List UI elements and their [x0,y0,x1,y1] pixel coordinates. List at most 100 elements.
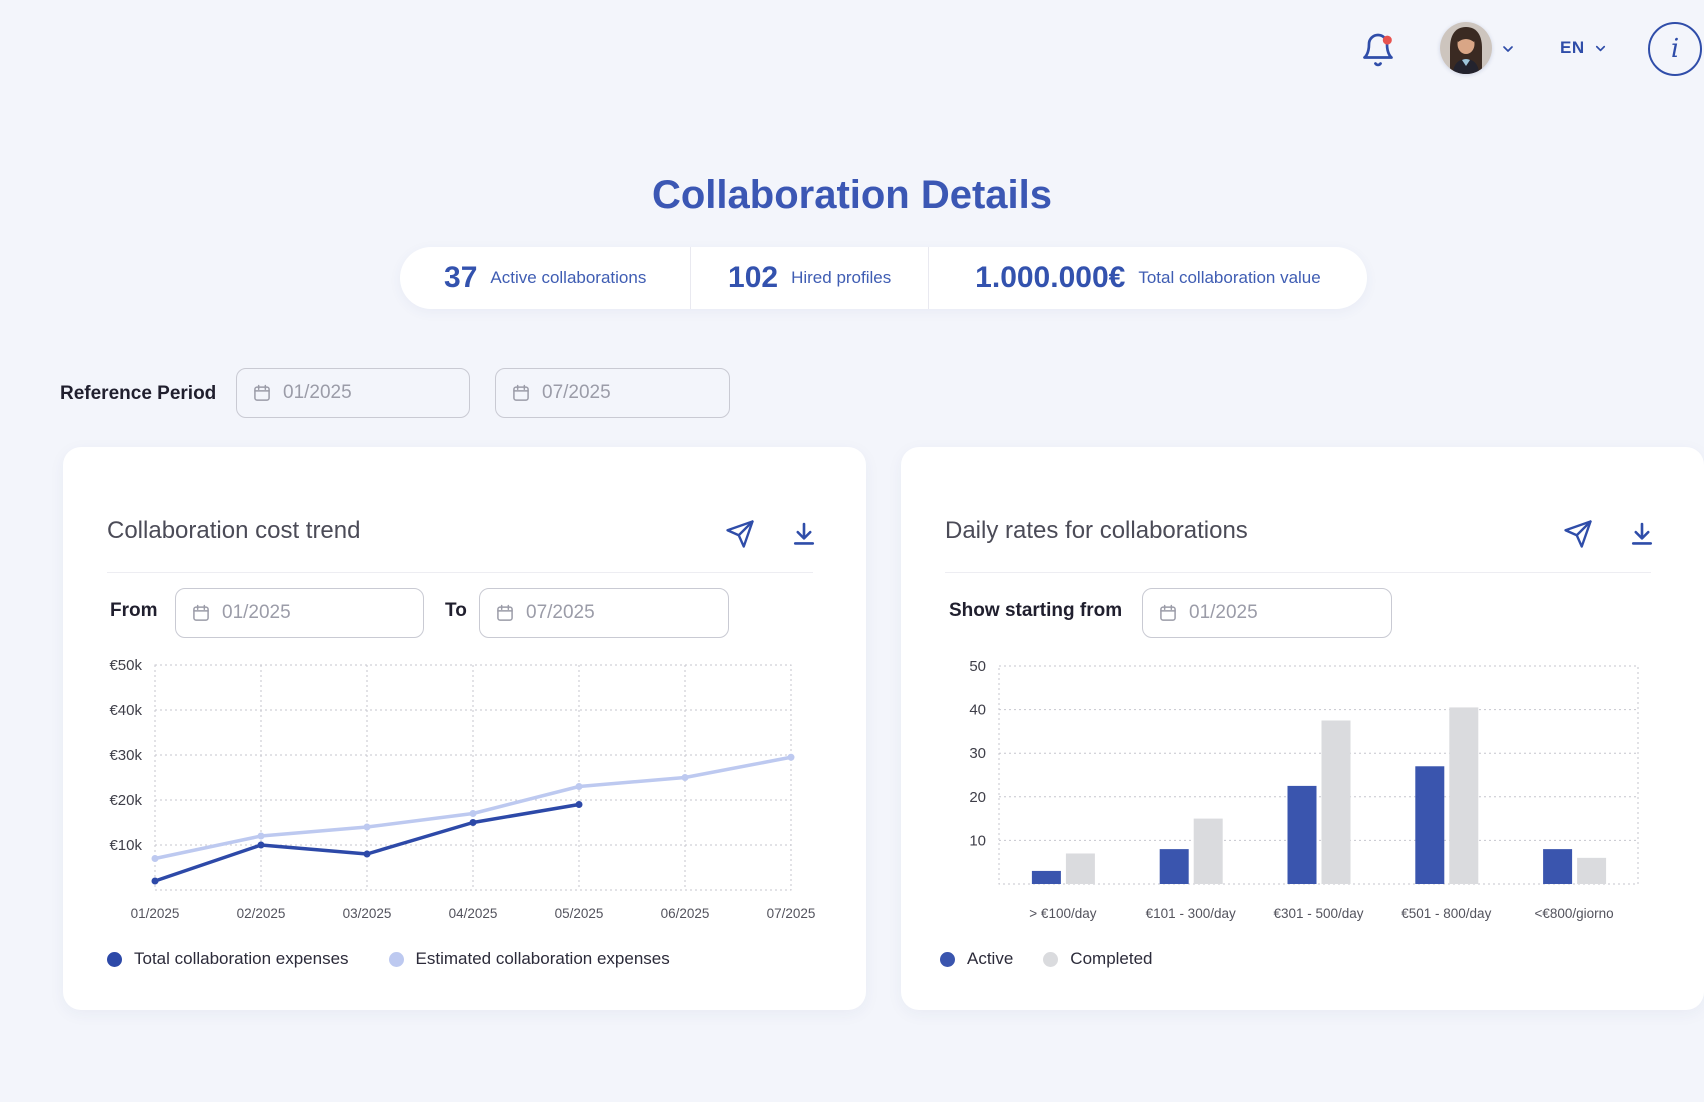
x-axis-label: 04/2025 [449,906,498,921]
chart-legend: Total collaboration expenses Estimated co… [107,949,670,969]
bar-active [1287,785,1317,884]
legend-dot [1043,951,1059,967]
data-point [257,832,265,840]
cost-trend-line-chart: €10k €20k €30k €40k €50k 01/2025 02/2025 03/202… [109,657,816,921]
stat-label: Active collaborations [490,268,647,287]
bar-active [1543,849,1573,884]
date-value: 01/2025 [1189,602,1258,623]
avatar-menu-chevron[interactable] [1500,41,1516,57]
legend-item-total-collaboration-expenses[interactable]: Total collaboration expenses [107,949,349,969]
share-chart-button[interactable] [1563,519,1593,549]
download-icon [793,522,815,545]
daily-rates-card: Daily rates for collaborations Show star… [901,447,1704,1010]
stats-summary-bar: 37 Active collaborations 102 Hired profi… [400,247,1367,309]
legend-label: Total collaboration expenses [134,949,349,968]
share-chart-button[interactable] [725,519,755,549]
info-icon: i [1670,34,1680,64]
bar-completed [1193,818,1223,884]
x-axis-label: 07/2025 [767,906,816,921]
stat-total-collaboration-value: 1.000.000€ Total collaboration value [929,247,1367,309]
bar-completed [1577,857,1607,884]
x-axis-label: 06/2025 [661,906,710,921]
reference-period-label: Reference Period [60,383,217,404]
divider [107,572,813,573]
info-button[interactable]: i [1648,22,1702,76]
send-icon [1564,520,1592,548]
data-point [575,801,583,808]
stat-label: Hired profiles [791,268,892,287]
x-axis-label: > €100/day [1029,906,1096,921]
y-axis-label: €10k [109,837,142,854]
bar-active [1159,849,1189,884]
notifications-button[interactable] [1360,32,1396,68]
series-line-estimated-collaboration-expenses [153,755,793,861]
legend-dot [107,951,122,967]
data-point [151,877,159,885]
download-chart-button[interactable] [1627,519,1657,549]
x-axis-label: €301 - 500/day [1273,906,1363,921]
chart-from-input[interactable]: 01/2025 [175,588,424,638]
stat-hired-profiles: 102 Hired profiles [691,247,929,309]
y-axis-label: €50k [109,657,142,674]
send-icon [726,520,754,548]
download-chart-button[interactable] [789,519,819,549]
legend-dot [388,951,404,967]
y-axis-label: 30 [969,745,986,762]
user-avatar[interactable] [1440,22,1492,74]
calendar-icon [193,604,209,621]
calendar-icon [1160,604,1176,621]
daily-rates-bar-chart: 10 20 30 40 50 > €100/day €101 - 300/day €301 -… [969,658,1639,921]
plot-border [998,665,1639,885]
divider [945,572,1651,573]
chart-to-input[interactable]: 07/2025 [479,588,729,638]
bar-completed [1065,853,1095,884]
stat-value: 37 [444,261,478,294]
legend-dot [940,951,955,967]
x-axis-label: <€800/giorno [1534,906,1613,921]
download-icon [1631,522,1653,545]
reference-period-from-input[interactable]: 01/2025 [236,368,470,418]
stat-value: 102 [728,261,779,294]
data-point [681,774,689,781]
y-axis-label: 50 [969,658,986,675]
legend-item-estimated-collaboration-expenses[interactable]: Estimated collaboration expenses [388,949,670,969]
calendar-icon [254,384,270,401]
x-axis-label: €501 - 800/day [1401,906,1491,921]
data-point [151,855,159,862]
y-axis-label: 10 [969,832,986,849]
page-title: Collaboration Details [651,172,1053,217]
cost-trend-card: Collaboration cost trend From 01/2025 To [63,447,866,1010]
y-axis-label: €40k [109,702,142,719]
legend-label: Estimated collaboration expenses [415,949,670,968]
bell-icon [1363,33,1393,67]
stat-active-collaborations: 37 Active collaborations [400,247,692,309]
calendar-icon [497,604,513,621]
legend-item-active[interactable]: Active [940,949,1013,969]
x-axis-label: 05/2025 [555,906,604,921]
x-axis-label: 03/2025 [343,906,392,921]
x-axis-label: €101 - 300/day [1146,906,1236,921]
y-axis-label: €20k [109,792,142,809]
date-value: 07/2025 [526,602,595,623]
data-point [363,850,371,858]
show-starting-from-input[interactable]: 01/2025 [1142,588,1392,638]
legend-item-completed[interactable]: Completed [1043,949,1153,969]
x-axis-label: 01/2025 [131,906,180,921]
date-value: 01/2025 [283,382,352,403]
data-point [469,810,477,817]
x-axis-label: 02/2025 [237,906,286,921]
reference-period-to-input[interactable]: 07/2025 [495,368,730,418]
stat-label: Total collaboration value [1138,268,1321,287]
card-title: Collaboration cost trend [107,517,361,544]
language-selector[interactable]: EN [1560,38,1608,58]
data-point [575,783,583,790]
chevron-down-icon [1503,46,1513,52]
bar-completed [1321,720,1351,884]
to-label: To [445,600,467,621]
data-point [469,819,477,826]
show-starting-from-label: Show starting from [949,600,1123,621]
y-axis-label: 40 [969,702,986,719]
avatar-image [1440,22,1492,74]
calendar-icon [513,384,529,401]
